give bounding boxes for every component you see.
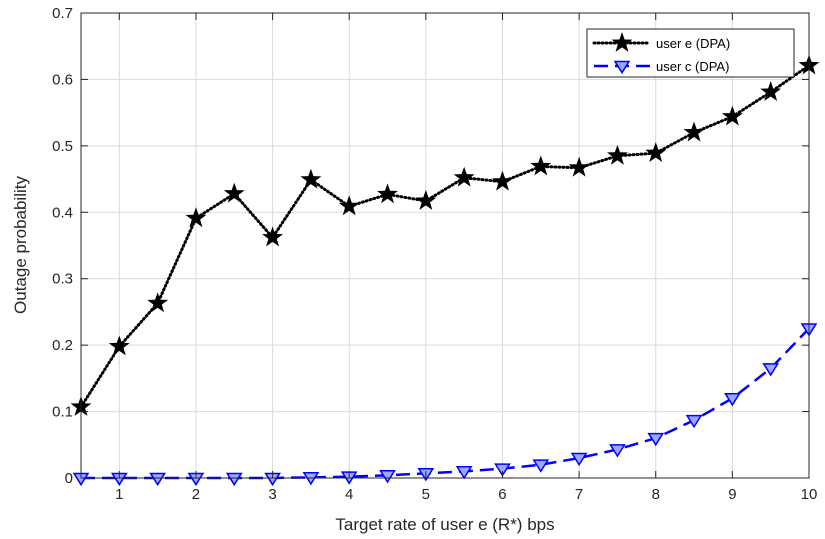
series-layer: [70, 54, 820, 487]
plot-frame: [80, 12, 810, 479]
x-tick-label: 6: [498, 486, 506, 503]
x-tick-label: 4: [345, 486, 353, 503]
data-point-star: [760, 81, 782, 101]
y-tick-label: 0.2: [52, 337, 73, 354]
series-line-0: [79, 63, 811, 409]
y-tick-label: 0.6: [52, 71, 73, 88]
x-tick-label: 3: [268, 486, 276, 503]
data-point-triangle: [609, 444, 626, 458]
legend-star-marker: [611, 32, 633, 52]
data-point-triangle: [532, 459, 550, 473]
data-point-star: [262, 226, 284, 247]
y-tick-label: 0.3: [52, 271, 73, 288]
plot-area: [81, 13, 809, 478]
x-tick-label: 5: [422, 486, 430, 503]
data-point-star: [415, 189, 437, 210]
x-tick-label: 8: [652, 486, 660, 503]
data-point-star: [108, 335, 130, 356]
data-point-triangle: [724, 392, 741, 407]
y-tick-label: 0: [65, 470, 73, 487]
data-point-triangle: [149, 472, 166, 487]
data-point-triangle: [455, 466, 473, 480]
y-tick-label: 0.4: [52, 204, 73, 221]
legend-marker-user-e: [611, 32, 633, 52]
data-point-star: [147, 292, 169, 313]
x-tick-label: 7: [575, 486, 583, 503]
data-point-star: [568, 156, 590, 177]
legend-label-user-c: user c (DPA): [656, 59, 729, 74]
data-point-star: [721, 105, 743, 126]
data-point-star: [645, 142, 667, 163]
legend: user e (DPA) user c (DPA): [586, 28, 795, 78]
data-point-star: [683, 121, 705, 142]
y-tick-label: 0.1: [52, 404, 73, 421]
legend-label-user-e: user e (DPA): [656, 36, 730, 51]
x-tick-label: 9: [728, 486, 736, 503]
data-point-triangle: [379, 470, 396, 484]
x-tick-label: 1: [115, 486, 123, 503]
legend-triangle-marker: [613, 60, 631, 75]
data-point-triangle: [570, 452, 588, 467]
data-point-star: [300, 168, 322, 189]
data-point-star: [492, 170, 513, 191]
x-tick-label: 10: [801, 486, 818, 503]
data-point-star: [338, 195, 360, 216]
x-tick-label: 2: [192, 486, 200, 503]
data-point-star: [185, 207, 207, 228]
data-point-triangle: [494, 463, 511, 477]
data-point-star: [530, 155, 552, 176]
data-point-triangle: [647, 432, 665, 447]
data-point-star: [377, 183, 398, 204]
data-point-triangle: [225, 472, 243, 487]
x-axis-label: Target rate of user e (R*) bps: [335, 515, 554, 534]
y-tick-label: 0.7: [52, 5, 73, 22]
legend-marker-user-c: [613, 60, 631, 75]
data-point-triangle: [762, 363, 780, 377]
data-point-star: [453, 166, 475, 187]
y-tick-label: 0.5: [52, 138, 73, 155]
data-point-star: [223, 182, 245, 203]
ticks: [81, 12, 810, 479]
tick-labels: 1 2 3 4 5 6 7 8 9 10 0 0.1 0.2 0.3 0.4 0.5 0.6 0.7: [52, 5, 817, 503]
data-point-star: [606, 144, 628, 165]
series-line-1: [81, 327, 810, 480]
data-point-triangle: [685, 414, 703, 429]
y-axis-label: Outage probability: [11, 176, 30, 314]
